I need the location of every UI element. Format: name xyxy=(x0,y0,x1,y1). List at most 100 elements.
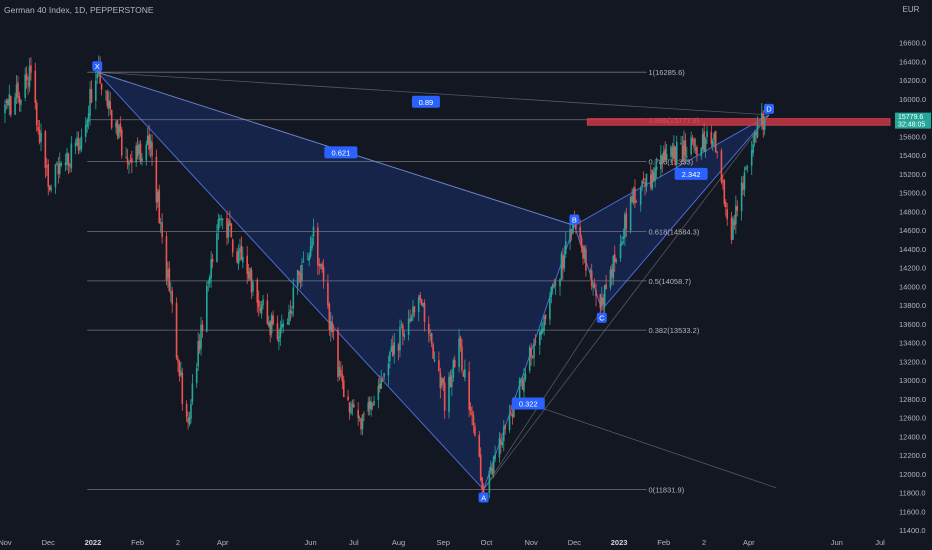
y-tick-label: 13000.0 xyxy=(899,376,926,385)
x-tick-label: Aug xyxy=(392,538,405,547)
candle-body xyxy=(357,409,359,419)
candle-body xyxy=(700,148,703,157)
candle-body xyxy=(240,245,243,261)
candle-body xyxy=(508,415,511,430)
y-tick-label: 13600.0 xyxy=(899,320,926,329)
candle-body xyxy=(383,373,385,377)
candle-body xyxy=(619,243,622,259)
candle-body xyxy=(48,185,51,190)
candle-body xyxy=(449,375,452,387)
candle-body xyxy=(675,141,678,165)
point-label-b: B xyxy=(572,215,577,224)
candle-body xyxy=(79,146,81,150)
candle-body xyxy=(533,343,535,358)
candle-body xyxy=(664,148,667,161)
candle-body xyxy=(84,125,87,137)
candle-body xyxy=(135,145,137,163)
xd-line xyxy=(97,71,770,116)
candle-body xyxy=(714,130,717,152)
candle-body xyxy=(634,187,636,203)
candle-body xyxy=(80,136,83,149)
candle-body xyxy=(378,384,381,389)
candle-body xyxy=(291,311,293,315)
candle-body xyxy=(570,230,573,232)
candle-body xyxy=(207,282,210,284)
candle-body xyxy=(337,329,339,378)
candle-body xyxy=(195,368,198,384)
candle-body xyxy=(559,279,561,287)
candle-body xyxy=(400,324,403,326)
candle-body xyxy=(459,336,462,347)
candle-body xyxy=(756,122,759,138)
y-tick-label: 16000.0 xyxy=(899,95,926,104)
candle-body xyxy=(363,413,365,415)
y-tick-label: 12600.0 xyxy=(899,414,926,423)
candle-body xyxy=(523,377,525,392)
candle-body xyxy=(423,302,426,322)
x-tick-label: Nov xyxy=(524,538,538,547)
candle-body xyxy=(250,270,253,293)
candle-body xyxy=(226,217,228,238)
candle-body xyxy=(391,345,394,357)
ratio-box xyxy=(674,167,708,180)
candle-body xyxy=(590,270,593,286)
candle-body xyxy=(37,126,39,131)
candle-body xyxy=(612,255,615,279)
candle-body xyxy=(217,219,220,231)
candle-body xyxy=(246,255,248,274)
candle-body xyxy=(319,264,322,266)
point-marker-a xyxy=(478,492,489,503)
candle-body xyxy=(230,223,233,238)
candle-body xyxy=(266,300,269,324)
candle-body xyxy=(197,341,199,367)
candle-body xyxy=(530,347,532,357)
bcd-triangle xyxy=(573,114,770,311)
candle-body xyxy=(322,267,325,282)
candle-body xyxy=(621,241,623,245)
candle-body xyxy=(116,120,119,136)
candle-body xyxy=(30,65,32,73)
candle-body xyxy=(57,163,60,175)
candle-body xyxy=(38,130,41,143)
candle-body xyxy=(131,158,133,163)
candle-body xyxy=(763,119,766,130)
candle-body xyxy=(206,285,208,332)
currency-label: EUR xyxy=(903,5,920,14)
candle-body xyxy=(686,156,688,158)
candle-body xyxy=(168,267,171,292)
candle-body xyxy=(269,321,272,336)
candle-body xyxy=(494,454,496,460)
candle-body xyxy=(654,167,656,181)
candle-body xyxy=(54,164,57,188)
candle-body xyxy=(252,282,254,292)
candle-body xyxy=(136,145,139,157)
candle-body xyxy=(286,322,289,324)
candle-body xyxy=(706,131,708,138)
candle-body xyxy=(299,273,302,283)
y-tick-label: 15000.0 xyxy=(899,189,926,198)
y-tick-label: 14600.0 xyxy=(899,226,926,235)
x-tick-label: Nov xyxy=(0,538,12,547)
candle-body xyxy=(282,323,285,327)
candle-body xyxy=(488,470,491,494)
candle-body xyxy=(149,140,152,149)
point-marker-x xyxy=(92,61,103,72)
candle-body xyxy=(649,174,652,188)
candle-body xyxy=(387,363,390,376)
candle-body xyxy=(25,73,28,81)
candle-body xyxy=(432,344,434,359)
candle-body xyxy=(34,70,37,103)
candle-body xyxy=(562,255,564,270)
candle-body xyxy=(492,456,495,473)
target-zone xyxy=(586,118,891,126)
candle-body xyxy=(239,248,241,252)
y-tick-label: 13400.0 xyxy=(899,339,926,348)
ratio-box xyxy=(411,95,440,108)
candle-body xyxy=(670,146,672,157)
candle-body xyxy=(397,344,400,351)
candle-body xyxy=(321,263,323,270)
candle-body xyxy=(701,133,704,150)
candle-body xyxy=(87,113,90,122)
candle-body xyxy=(479,454,482,481)
